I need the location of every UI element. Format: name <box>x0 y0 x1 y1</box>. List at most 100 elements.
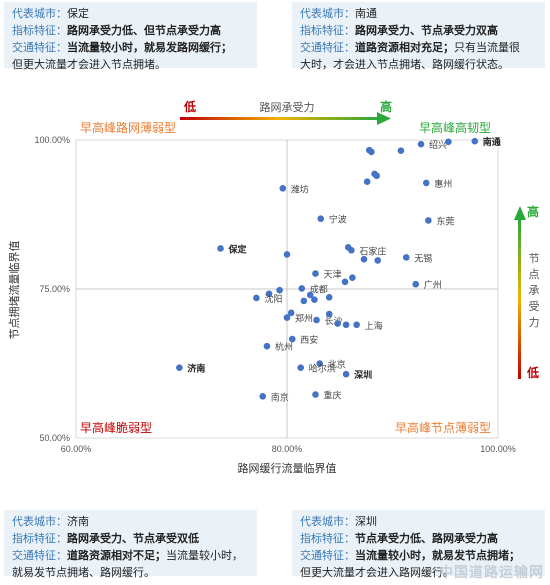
traffic-text: 当流量较小时，就易发节点拥堵； <box>355 550 520 562</box>
city-label: 代表城市： <box>300 516 355 528</box>
data-point <box>312 391 319 398</box>
point-label: 石家庄 <box>359 245 386 256</box>
data-point <box>287 309 295 317</box>
data-point <box>341 278 349 286</box>
top-scale-gradient-bar <box>180 117 378 120</box>
side-scale-label: 节点承受力 <box>529 252 540 329</box>
point-label: 无锡 <box>414 253 432 263</box>
feature-label: 指标特征： <box>12 533 67 545</box>
feature-text: 路网承受力低、但节点承受力高 <box>67 25 221 37</box>
point-label: 长沙 <box>325 315 343 326</box>
feature-label: 指标特征： <box>300 25 355 37</box>
point-label: 济南 <box>187 363 205 374</box>
data-point <box>176 364 183 371</box>
data-point <box>325 294 333 301</box>
point-label: 深圳 <box>354 369 372 380</box>
x-axis-label: 路网缓行流量临界值 <box>238 461 337 475</box>
point-label: 天津 <box>323 270 341 280</box>
data-point <box>276 286 283 294</box>
top-scale-low: 低 <box>183 99 196 114</box>
data-point <box>363 178 371 186</box>
point-label: 宁波 <box>329 214 347 225</box>
data-point <box>283 314 291 321</box>
traffic-text-rest: 当流量较小时， <box>166 550 243 562</box>
city-card-nantong: 代表城市：南通 指标特征：路网承受力、节点承受力双高 交通特征：道路资源相对充足… <box>292 2 545 71</box>
point-label: 重庆 <box>323 389 341 400</box>
side-scale-arrowhead-icon <box>514 206 526 220</box>
top-scale-label: 路网承受力 <box>260 101 315 114</box>
point-label: 东莞 <box>436 215 454 226</box>
point-label: 惠州 <box>434 178 452 189</box>
data-point <box>288 335 296 343</box>
data-point <box>342 370 350 378</box>
data-point <box>425 217 432 224</box>
quadrant-top-left: 早高峰路网薄弱型 <box>80 120 176 135</box>
data-point <box>312 270 319 277</box>
data-point <box>279 184 287 192</box>
city-label: 代表城市： <box>12 8 67 20</box>
data-point <box>349 274 356 281</box>
city-name: 深圳 <box>355 516 377 528</box>
side-scale-high: 高 <box>527 204 539 219</box>
data-point <box>422 179 430 187</box>
point-label: 郑州 <box>295 313 313 324</box>
traffic-label: 交通特征： <box>12 550 67 562</box>
city-name: 济南 <box>67 516 89 528</box>
data-point <box>342 321 350 329</box>
side-scale-label-char: 受 <box>529 300 540 313</box>
traffic-text: 当流量较小时，就易发路网缓行； <box>67 42 232 54</box>
side-scale-label-char: 力 <box>529 316 540 329</box>
data-point <box>265 290 273 298</box>
data-point <box>353 321 360 329</box>
data-point <box>373 172 380 180</box>
data-point <box>360 255 368 263</box>
data-point <box>283 251 291 258</box>
point-label: 沈阳 <box>264 293 282 304</box>
x-tick-label: 100.00% <box>480 444 516 454</box>
side-scale-gradient-bar <box>518 219 521 379</box>
quadrant-bottom-right: 早高峰节点薄弱型 <box>395 420 491 435</box>
traffic-text-rest: 只有当流量很 <box>454 42 520 54</box>
feature-label: 指标特征： <box>12 25 67 37</box>
traffic-text: 道路资源相对不足； <box>67 550 166 562</box>
feature-text: 节点承受力低、路网承受力高 <box>355 533 498 545</box>
watermark-logo: 中国道路运输网 <box>439 562 544 582</box>
watermark-text: 中国道路运输网 <box>439 564 544 580</box>
traffic-text-line2: 但更大流量才会进入节点拥堵。 <box>12 59 166 71</box>
data-point <box>348 246 355 254</box>
x-tick-label: 60.00% <box>61 444 92 454</box>
city-card-jinan: 代表城市：济南 指标特征：路网承受力、节点承受双低 交通特征：道路资源相对不足；… <box>4 510 257 579</box>
data-point <box>374 257 382 264</box>
plot-area: 60.00% 80.00% 100.00% 100.00% 75.00% 50.00% 南通… <box>34 135 515 454</box>
feature-text: 路网承受力、节点承受力双高 <box>355 25 498 37</box>
side-scale-label-char: 节 <box>529 252 540 265</box>
data-point <box>412 280 420 288</box>
side-scale-low: 低 <box>526 365 539 380</box>
data-point <box>417 140 425 148</box>
data-point <box>334 320 341 327</box>
traffic-text-line2: 就易发节点拥堵、路网缓行。 <box>12 567 155 579</box>
data-point <box>263 342 271 350</box>
point-label: 西安 <box>300 334 318 345</box>
side-scale-label-char: 承 <box>529 284 540 297</box>
data-point <box>316 360 324 367</box>
y-tick-label: 50.00% <box>39 433 70 443</box>
data-point <box>300 297 308 305</box>
city-label: 代表城市： <box>12 516 67 528</box>
city-label: 代表城市： <box>300 8 355 20</box>
point-label: 上海 <box>365 320 383 331</box>
quadrant-bottom-left: 早高峰脆弱型 <box>80 420 152 435</box>
data-point <box>445 138 452 146</box>
point-label: 北京 <box>328 359 346 370</box>
point-label: 绍兴 <box>429 139 447 150</box>
city-card-baoding: 代表城市：保定 指标特征：路网承受力低、但节点承受力高 交通特征：当流量较小时，… <box>4 2 257 71</box>
data-point <box>297 364 305 371</box>
data-point <box>368 148 375 156</box>
traffic-text: 道路资源相对充足； <box>355 42 454 54</box>
traffic-label: 交通特征： <box>12 42 67 54</box>
quadrant-top-right: 早高峰高韧型 <box>419 120 491 135</box>
y-tick-label: 100.00% <box>34 135 70 145</box>
data-point <box>306 291 314 299</box>
data-point <box>298 285 306 292</box>
